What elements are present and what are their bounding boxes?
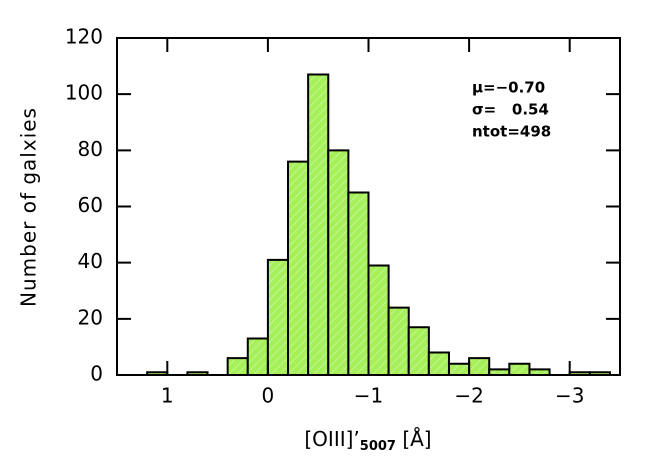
bar-outline <box>407 326 430 375</box>
x-tick-label: −1 <box>354 384 383 408</box>
x-tick-label: −2 <box>454 384 483 408</box>
bar-hatch <box>308 74 329 375</box>
bar-hatch <box>187 372 208 375</box>
bar-hatch <box>388 307 409 375</box>
bar-outline <box>186 371 209 375</box>
bar-hatch <box>227 358 248 375</box>
x-label-unit: [Å] <box>396 427 432 451</box>
bar <box>307 73 330 375</box>
bar <box>327 149 350 375</box>
bar <box>528 368 551 375</box>
plot-area <box>127 73 611 376</box>
y-tick-label: 40 <box>78 249 103 273</box>
bar <box>367 264 390 375</box>
bar-hatch <box>328 150 349 375</box>
bar <box>287 160 310 375</box>
bar-hatch <box>529 369 550 375</box>
y-axis-label: Number of galxies <box>17 107 41 307</box>
bar-hatch <box>448 363 470 375</box>
x-label-sub: 5007 <box>360 439 396 454</box>
bar-hatch <box>408 327 429 375</box>
x-label-main: [OIII]’ <box>304 427 359 451</box>
bar-hatch <box>247 338 268 375</box>
bar <box>407 326 430 375</box>
x-tick-label: 1 <box>161 384 174 408</box>
annotation: ntot=498 <box>472 123 551 141</box>
y-tick-label: 100 <box>65 81 103 105</box>
bar-hatch <box>428 352 449 375</box>
bar <box>347 191 370 375</box>
bar-hatch <box>569 372 590 375</box>
y-tick-label: 60 <box>78 193 103 217</box>
bar-hatch <box>288 161 309 375</box>
bar-hatch <box>589 372 610 375</box>
bar-outline <box>588 371 611 375</box>
y-tick-label: 0 <box>90 362 103 386</box>
bar-hatch <box>267 259 289 375</box>
bar-hatch <box>348 192 369 375</box>
bar <box>588 371 611 375</box>
bar <box>246 337 269 375</box>
bar-hatch <box>509 363 530 375</box>
bar-hatch <box>469 358 490 375</box>
x-axis-label: [OIII]’5007 [Å] <box>304 427 431 454</box>
bar <box>508 362 531 375</box>
bar-hatch <box>368 265 389 375</box>
annotation: σ= 0.54 <box>472 101 549 119</box>
bar-hatch <box>489 369 510 375</box>
bar <box>186 371 209 375</box>
bar-outline <box>528 368 551 375</box>
bar <box>226 357 249 375</box>
y-tick-label: 120 <box>65 25 103 49</box>
bar <box>447 362 471 375</box>
y-tick-label: 80 <box>78 137 103 161</box>
bar <box>387 306 410 375</box>
annotation: μ=−0.70 <box>472 79 545 97</box>
bar <box>427 351 450 375</box>
bar <box>266 258 290 375</box>
x-tick-label: 0 <box>262 384 275 408</box>
bar <box>468 357 491 375</box>
y-tick-label: 20 <box>78 305 103 329</box>
x-tick-label: −3 <box>555 384 584 408</box>
bar-hatch <box>147 372 168 375</box>
